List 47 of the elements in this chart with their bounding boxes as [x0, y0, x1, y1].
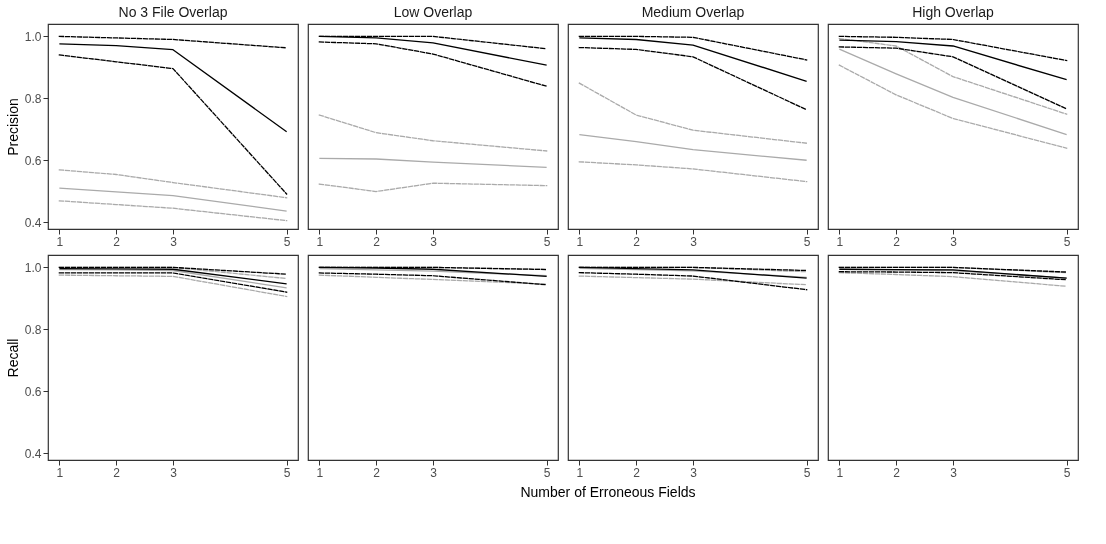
- x-tick-label: 5: [803, 465, 811, 480]
- chart-title: High Overlap: [912, 4, 995, 20]
- x-tick-label: 3: [690, 234, 698, 249]
- x-tick-label: 3: [950, 465, 958, 480]
- x-tick-label: 3: [430, 234, 438, 249]
- x-tick-label: 2: [893, 234, 901, 249]
- x-tick-label: 5: [283, 234, 291, 249]
- x-tick-label: 1: [836, 465, 844, 480]
- y-tick-label: 0.8: [24, 322, 42, 337]
- x-tick-label: 2: [373, 465, 381, 480]
- x-tick-label: 1: [316, 465, 324, 480]
- y-tick-label: 1.0: [24, 260, 42, 275]
- x-tick-label: 5: [283, 465, 291, 480]
- chart-title: Low Overlap: [393, 4, 473, 20]
- x-tick-label: 1: [56, 465, 64, 480]
- x-tick-label: 5: [1063, 465, 1071, 480]
- y-tick-label: 0.4: [24, 446, 42, 461]
- x-tick-label: 2: [893, 465, 901, 480]
- y-tick-label: 0.4: [24, 215, 42, 230]
- chart-title: Medium Overlap: [641, 4, 745, 20]
- x-tick-label: 3: [950, 234, 958, 249]
- y-tick-label: 1.0: [24, 29, 42, 44]
- x-tick-label: 3: [430, 465, 438, 480]
- x-tick-label: 2: [113, 234, 121, 249]
- y-tick-label: 0.6: [24, 153, 42, 168]
- x-tick-label: 2: [113, 465, 121, 480]
- y-tick-label: 0.6: [24, 384, 42, 399]
- x-tick-label: 3: [170, 234, 178, 249]
- x-tick-label: 5: [1063, 234, 1071, 249]
- chart-title: No 3 File Overlap: [118, 4, 228, 20]
- y-axis-title: Recall: [4, 338, 21, 378]
- x-tick-label: 1: [56, 234, 64, 249]
- x-tick-label: 5: [543, 465, 551, 480]
- x-tick-label: 3: [170, 465, 178, 480]
- x-axis-title: Number of Erroneous Fields: [520, 484, 696, 500]
- x-tick-label: 1: [576, 465, 584, 480]
- x-tick-label: 3: [690, 465, 698, 480]
- x-tick-label: 1: [576, 234, 584, 249]
- x-tick-label: 2: [633, 234, 641, 249]
- x-tick-label: 2: [633, 465, 641, 480]
- y-tick-label: 0.8: [24, 91, 42, 106]
- y-axis-title: Precision: [4, 98, 21, 156]
- x-tick-label: 1: [316, 234, 324, 249]
- x-tick-label: 5: [543, 234, 551, 249]
- x-tick-label: 1: [836, 234, 844, 249]
- x-tick-label: 5: [803, 234, 811, 249]
- x-tick-label: 2: [373, 234, 381, 249]
